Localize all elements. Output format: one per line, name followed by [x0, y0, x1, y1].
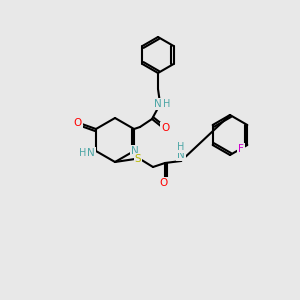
- Text: N: N: [154, 99, 162, 109]
- Text: H: H: [79, 148, 87, 158]
- Text: N: N: [177, 150, 185, 160]
- Text: O: O: [74, 118, 82, 128]
- Text: H: H: [177, 142, 185, 152]
- Text: N: N: [131, 146, 139, 156]
- Text: H: H: [163, 99, 171, 109]
- Text: O: O: [161, 123, 169, 133]
- Text: N: N: [87, 148, 95, 158]
- Text: O: O: [160, 178, 168, 188]
- Text: F: F: [238, 144, 244, 154]
- Text: S: S: [135, 154, 141, 164]
